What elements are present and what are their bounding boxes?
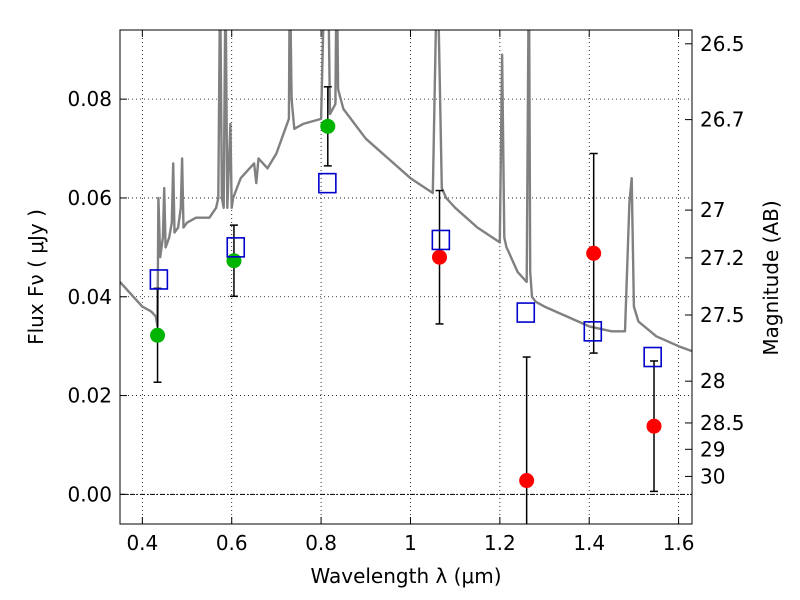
x-tick-label: 0.4 [126,531,158,555]
model-point [643,346,662,368]
data-point [226,253,242,269]
model-point [226,237,246,258]
model-point [516,302,536,323]
plot-background [120,30,692,524]
data-point [320,118,336,134]
data-point [150,327,166,343]
y2-tick-label: 29 [700,437,725,461]
model-point [318,172,337,194]
data-point [519,473,535,489]
x-tick-label: 0.6 [216,531,248,555]
data-point [646,418,662,434]
y-tick-label: 0.02 [67,384,112,408]
model-point [583,321,603,342]
y2-tick-label: 27.2 [700,246,745,270]
x-tick-label: 1.2 [484,531,516,555]
x-axis-label: Wavelength λ (μm) [310,564,501,588]
data-point [586,245,602,261]
y-tick-label: 0.04 [67,285,112,309]
data-point [432,249,448,265]
x-tick-label: 0.8 [305,531,337,555]
y2-tick-label: 27.5 [700,303,745,327]
model-point [149,269,169,290]
data-points-layer [149,86,662,524]
y-axis-label: Flux Fν ( μJy ) [24,209,48,345]
y2-tick-label: 27 [700,198,725,222]
y2-tick-label: 26.5 [700,32,745,56]
spectrum-line [120,30,692,353]
x-tick-label: 1.4 [573,531,605,555]
axis-ticks: 0.4 0.6 0.8 1 1.2 1.4 1.6 0.00 0.02 0.04 0.06 0.08 2… [67,30,745,555]
model-point [431,229,451,251]
y2-tick-label: 26.7 [700,108,745,132]
y2-tick-label: 28 [700,369,725,393]
y2-tick-label: 28.5 [700,411,745,435]
y-tick-label: 0.06 [67,186,112,210]
y-tick-label: 0.08 [67,87,112,111]
x-tick-label: 1.6 [663,531,695,555]
spectrum-layer [120,30,692,353]
y2-tick-label: 30 [700,464,725,488]
plot-frame [119,29,693,525]
y2-axis-label: Magnitude (AB) [759,200,783,355]
grid [120,30,692,524]
y-tick-label: 0.00 [67,482,112,506]
x-tick-label: 1 [404,531,417,555]
